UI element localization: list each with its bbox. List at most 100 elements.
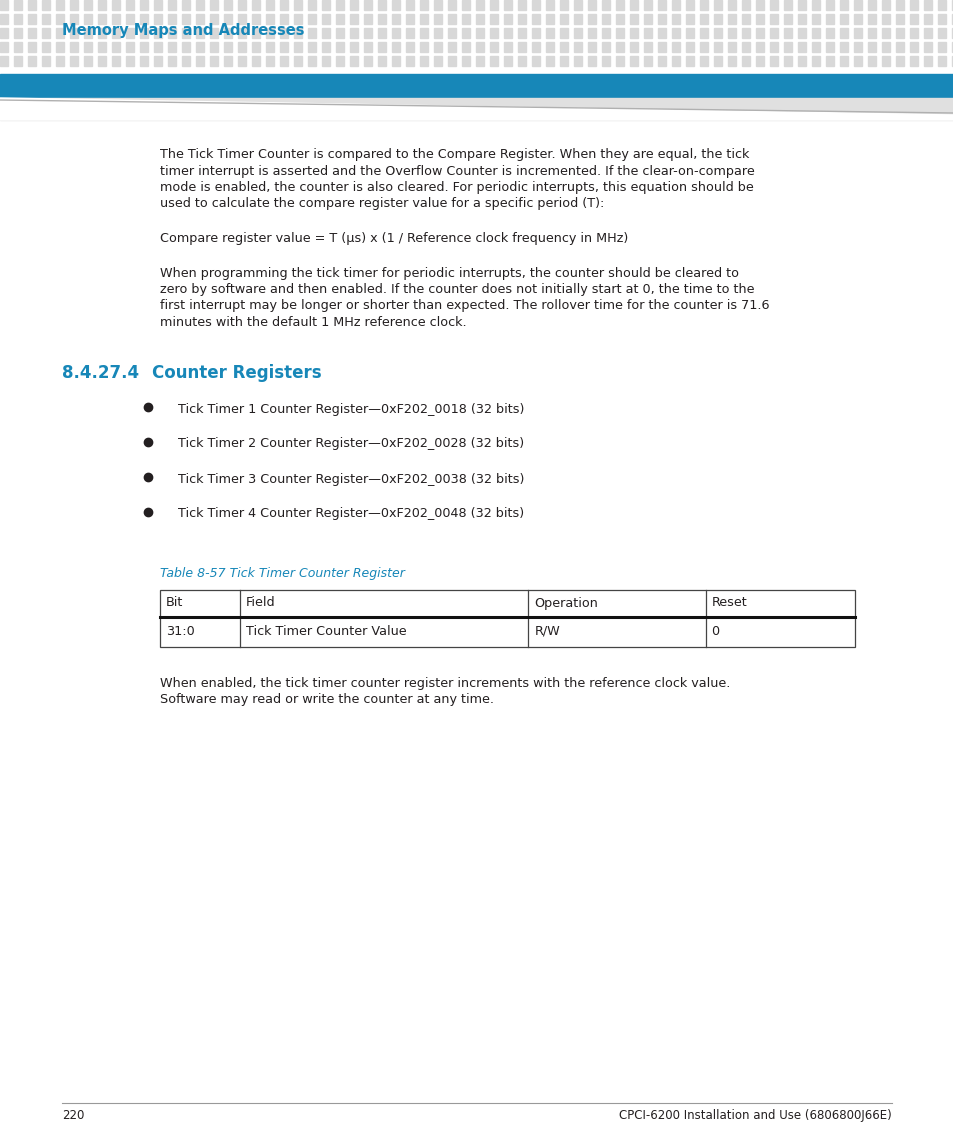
Bar <box>377 0 386 10</box>
Bar <box>741 56 749 66</box>
Bar <box>601 42 609 52</box>
Bar <box>406 14 414 24</box>
Bar <box>797 0 805 10</box>
Bar <box>574 42 581 52</box>
Bar <box>294 0 302 10</box>
Bar <box>797 42 805 52</box>
Text: Tick Timer 2 Counter Register—0xF202_0028 (32 bits): Tick Timer 2 Counter Register—0xF202_002… <box>178 437 523 450</box>
Text: 31:0: 31:0 <box>166 625 194 638</box>
Bar <box>84 27 91 38</box>
Bar <box>517 27 525 38</box>
Bar <box>364 56 372 66</box>
Bar <box>811 0 820 10</box>
Bar <box>629 27 638 38</box>
Bar <box>811 56 820 66</box>
Bar <box>308 42 315 52</box>
Bar <box>853 56 862 66</box>
Bar <box>237 42 246 52</box>
Bar <box>853 0 862 10</box>
Bar <box>153 14 162 24</box>
Bar <box>0 42 8 52</box>
Bar <box>840 27 847 38</box>
Bar <box>727 14 735 24</box>
Bar <box>840 14 847 24</box>
Bar <box>951 56 953 66</box>
Bar <box>741 14 749 24</box>
Text: mode is enabled, the counter is also cleared. For periodic interrupts, this equa: mode is enabled, the counter is also cle… <box>160 181 753 194</box>
Bar <box>461 42 470 52</box>
Bar <box>461 56 470 66</box>
Bar <box>56 27 64 38</box>
Bar <box>224 27 232 38</box>
Bar <box>783 42 791 52</box>
Bar <box>517 42 525 52</box>
Bar <box>769 56 778 66</box>
Bar <box>476 14 483 24</box>
Bar <box>895 42 903 52</box>
Bar <box>895 0 903 10</box>
Bar <box>895 14 903 24</box>
Bar <box>377 56 386 66</box>
Bar <box>853 14 862 24</box>
Bar <box>322 42 330 52</box>
Bar <box>294 56 302 66</box>
Bar <box>210 42 218 52</box>
Bar <box>658 42 665 52</box>
Bar <box>671 42 679 52</box>
Bar <box>42 42 50 52</box>
Bar <box>350 42 357 52</box>
Bar <box>448 42 456 52</box>
Bar <box>840 42 847 52</box>
Bar <box>559 27 567 38</box>
Bar <box>923 27 931 38</box>
Bar <box>825 27 833 38</box>
Bar <box>937 56 945 66</box>
Bar <box>545 27 554 38</box>
Bar <box>909 42 917 52</box>
Bar <box>448 14 456 24</box>
Bar <box>237 27 246 38</box>
Bar <box>70 42 78 52</box>
Bar <box>160 590 854 647</box>
Bar <box>882 56 889 66</box>
Bar <box>280 0 288 10</box>
Bar <box>490 14 497 24</box>
Bar <box>153 56 162 66</box>
Bar <box>252 14 260 24</box>
Bar <box>280 56 288 66</box>
Bar <box>937 42 945 52</box>
Bar <box>335 27 344 38</box>
Bar <box>671 14 679 24</box>
Text: Field: Field <box>246 597 275 609</box>
Bar <box>545 56 554 66</box>
Bar <box>853 42 862 52</box>
Bar <box>140 56 148 66</box>
Bar <box>517 14 525 24</box>
Bar <box>811 14 820 24</box>
Bar <box>392 42 399 52</box>
Bar <box>42 0 50 10</box>
Bar <box>923 14 931 24</box>
Bar <box>559 0 567 10</box>
Bar <box>195 42 204 52</box>
Bar <box>545 0 554 10</box>
Bar <box>237 0 246 10</box>
Bar <box>476 0 483 10</box>
Bar <box>769 14 778 24</box>
Bar <box>0 0 8 10</box>
Bar <box>419 42 428 52</box>
Bar <box>769 27 778 38</box>
Bar <box>643 27 651 38</box>
Text: 220: 220 <box>62 1110 84 1122</box>
Bar <box>419 14 428 24</box>
Bar <box>741 42 749 52</box>
Bar <box>658 56 665 66</box>
Bar <box>195 0 204 10</box>
Bar <box>0 98 953 120</box>
Bar <box>811 42 820 52</box>
Bar <box>14 14 22 24</box>
Text: When enabled, the tick timer counter register increments with the reference cloc: When enabled, the tick timer counter reg… <box>160 677 730 689</box>
Polygon shape <box>0 98 953 120</box>
Bar <box>0 74 953 98</box>
Bar <box>797 27 805 38</box>
